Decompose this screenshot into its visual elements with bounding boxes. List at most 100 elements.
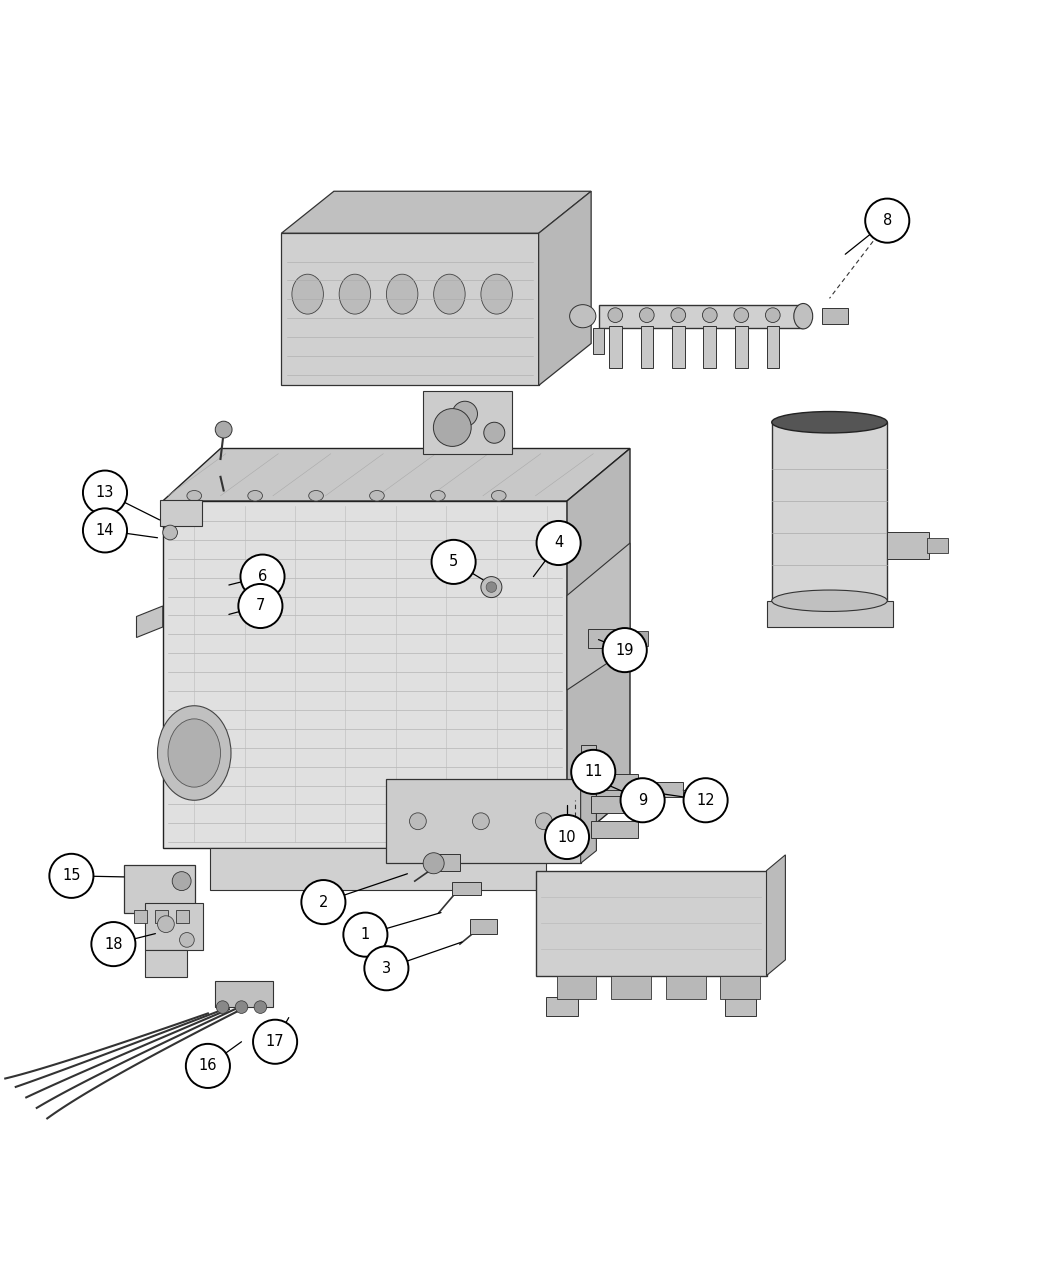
Bar [596, 774, 638, 789]
Bar [470, 919, 497, 933]
Circle shape [545, 815, 589, 859]
Circle shape [484, 422, 505, 444]
Bar [591, 796, 638, 813]
Text: 13: 13 [96, 484, 114, 500]
Circle shape [240, 555, 285, 599]
Ellipse shape [765, 307, 780, 323]
Polygon shape [210, 848, 546, 890]
Ellipse shape [481, 274, 512, 314]
Text: 4: 4 [554, 536, 563, 551]
Ellipse shape [168, 719, 220, 787]
Circle shape [253, 1020, 297, 1063]
Bar [160, 500, 202, 527]
Ellipse shape [772, 590, 887, 612]
Bar [666, 975, 706, 998]
Bar [124, 866, 195, 913]
Bar [625, 631, 648, 646]
Bar [134, 910, 147, 923]
Polygon shape [423, 390, 512, 454]
Text: 2: 2 [319, 895, 328, 909]
Bar [635, 783, 682, 797]
Bar [215, 980, 273, 1007]
Text: 16: 16 [198, 1058, 217, 1074]
Circle shape [158, 915, 174, 932]
Polygon shape [567, 543, 630, 690]
Circle shape [432, 539, 476, 584]
Bar [735, 325, 748, 367]
Bar [176, 910, 189, 923]
Ellipse shape [248, 491, 262, 501]
Circle shape [180, 932, 194, 947]
Circle shape [186, 1044, 230, 1088]
Polygon shape [581, 766, 596, 863]
Bar [598, 305, 803, 328]
Ellipse shape [309, 491, 323, 501]
Bar [822, 307, 848, 324]
Bar [556, 975, 596, 998]
Bar [591, 821, 638, 838]
Circle shape [486, 581, 497, 593]
Text: 18: 18 [104, 937, 123, 951]
Text: 8: 8 [883, 213, 891, 228]
Text: 10: 10 [558, 830, 576, 844]
Bar [672, 325, 685, 367]
Ellipse shape [430, 491, 445, 501]
Ellipse shape [569, 305, 595, 328]
Bar [281, 233, 539, 385]
Circle shape [621, 778, 665, 822]
Bar [640, 325, 653, 367]
Text: 9: 9 [638, 793, 647, 808]
Circle shape [537, 521, 581, 565]
Ellipse shape [491, 491, 506, 501]
Circle shape [215, 421, 232, 439]
Ellipse shape [158, 706, 231, 801]
Ellipse shape [734, 307, 749, 323]
Text: 19: 19 [615, 643, 634, 658]
Text: 5: 5 [449, 555, 458, 570]
Text: 15: 15 [62, 868, 81, 884]
Circle shape [163, 525, 177, 539]
Bar [145, 903, 203, 950]
Bar [428, 854, 460, 871]
Circle shape [254, 1001, 267, 1014]
Circle shape [434, 408, 471, 446]
Bar [724, 997, 756, 1015]
Ellipse shape [434, 274, 465, 314]
Circle shape [172, 872, 191, 890]
Circle shape [410, 813, 426, 830]
Ellipse shape [639, 307, 654, 323]
Bar [546, 997, 578, 1015]
Bar [386, 779, 581, 863]
Text: 7: 7 [256, 598, 265, 613]
Circle shape [216, 1001, 229, 1014]
Bar [609, 325, 622, 367]
Ellipse shape [772, 412, 887, 434]
Circle shape [536, 813, 552, 830]
Ellipse shape [370, 491, 384, 501]
Circle shape [91, 922, 135, 966]
Ellipse shape [671, 307, 686, 323]
Circle shape [481, 576, 502, 598]
Circle shape [472, 813, 489, 830]
Circle shape [571, 750, 615, 794]
Ellipse shape [702, 307, 717, 323]
Bar [611, 975, 651, 998]
Circle shape [49, 854, 93, 898]
Text: 17: 17 [266, 1034, 285, 1049]
Bar [927, 538, 948, 553]
Ellipse shape [608, 307, 623, 323]
Text: 11: 11 [584, 765, 603, 779]
Circle shape [453, 402, 478, 426]
Polygon shape [539, 191, 591, 385]
Text: 12: 12 [696, 793, 715, 808]
Text: 3: 3 [382, 961, 391, 975]
Circle shape [83, 470, 127, 515]
Bar [772, 422, 887, 601]
Circle shape [865, 199, 909, 242]
Bar [581, 745, 596, 776]
Bar [145, 950, 187, 977]
Bar [887, 533, 929, 558]
Text: 6: 6 [258, 569, 267, 584]
Circle shape [301, 880, 345, 924]
Circle shape [238, 584, 282, 629]
